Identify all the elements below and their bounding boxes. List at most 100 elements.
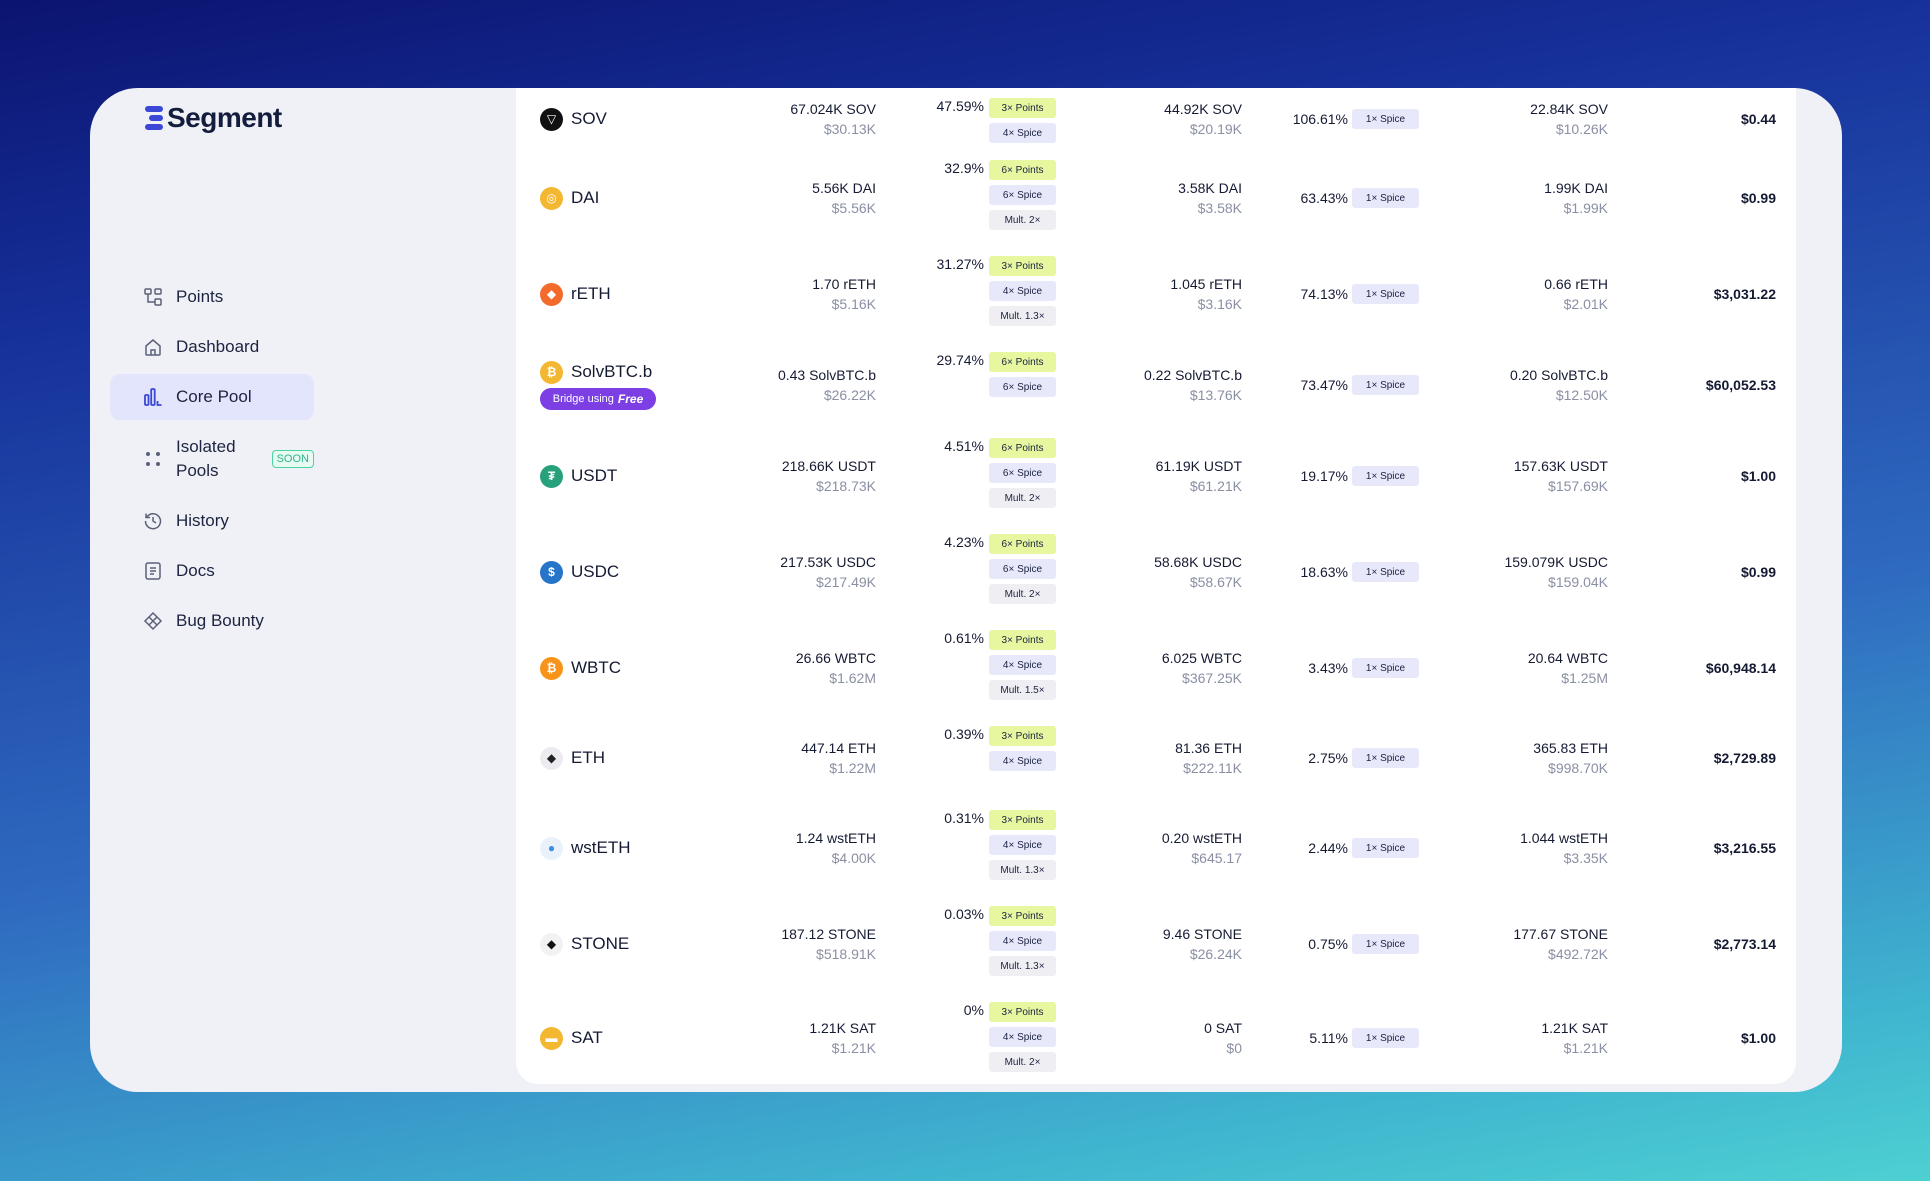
asset-name: DAI <box>571 188 600 207</box>
reward-badge: 1× Spice <box>1352 375 1419 395</box>
asset-cell[interactable]: ◆ STONE <box>540 896 720 992</box>
sidebar-item-docs[interactable]: Docs <box>110 548 314 594</box>
sidebar-item-history[interactable]: History <box>110 498 314 544</box>
sidebar-item-points[interactable]: Points <box>110 274 314 320</box>
asset-cell[interactable]: ◎ DAI <box>540 150 720 246</box>
supply-apy-cell: 0.39% 3× Points 4× Spice <box>896 726 1056 806</box>
reward-badges: 6× Points 6× Spice Mult. 2× <box>989 438 1056 508</box>
price-cell: $0.99 <box>1626 150 1776 246</box>
reward-badges: 3× Points 4× Spice Mult. 1.3× <box>989 906 1056 976</box>
available-usd: $157.69K <box>1548 478 1608 494</box>
borrow-apy: 63.43% <box>1300 190 1348 206</box>
available-liquidity-cell: 365.83 ETH $998.70K <box>1448 716 1608 800</box>
borrow-apy: 0.75% <box>1308 936 1348 952</box>
reward-badge: 1× Spice <box>1352 284 1419 304</box>
reward-badge: 6× Points <box>989 534 1056 554</box>
asset-price: $0.44 <box>1740 111 1776 127</box>
reward-badge: 6× Spice <box>989 463 1056 483</box>
sidebar-item-label: Points <box>176 287 224 306</box>
market-row[interactable]: ◎ DAI 5.56K DAI $5.56K 32.9% 6× Points 6× Spic… <box>516 150 1796 246</box>
asset-cell[interactable]: ◆ ETH <box>540 716 720 800</box>
available-amount: 20.64 WBTC <box>1527 650 1608 666</box>
bridge-label: Bridge using <box>552 392 614 405</box>
reward-badge: 6× Spice <box>989 185 1056 205</box>
total-borrow-cell: 6.025 WBTC $367.25K <box>1082 620 1242 716</box>
price-cell: $2,773.14 <box>1626 896 1776 992</box>
asset-cell[interactable]: ▬ SAT <box>540 992 720 1084</box>
reward-badge: 3× Points <box>989 1002 1056 1022</box>
borrow-apy: 2.75% <box>1308 750 1348 766</box>
grid-dots-icon <box>142 448 164 470</box>
borrow-amount: 58.68K USDC <box>1154 554 1242 570</box>
supply-apy-cell: 0.03% 3× Points 4× Spice Mult. 1.3× <box>896 906 1056 986</box>
market-row[interactable]: ● wstETH 1.24 wstETH $4.00K 0.31% 3× Points 4×… <box>516 800 1796 896</box>
sidebar-item-label: History <box>176 511 229 530</box>
reward-badges: 3× Points 4× Spice Mult. 1.3× <box>989 256 1056 326</box>
solvbtc-icon: ₿ <box>540 360 563 384</box>
market-row[interactable]: ▬ SAT 1.21K SAT $1.21K 0% 3× Points 4× Spice Mu… <box>516 992 1796 1084</box>
supply-usd: $1.21K <box>831 1040 876 1056</box>
supply-apy: 32.9% <box>944 160 984 176</box>
reward-badge: 4× Spice <box>989 751 1056 771</box>
sidebar-item-isolated-pools[interactable]: Isolated Pools SOON <box>110 424 314 494</box>
borrow-usd: $20.19K <box>1189 121 1242 137</box>
total-borrow-cell: 61.19K USDT $61.21K <box>1082 428 1242 524</box>
total-borrow-cell: 0 SAT $0 <box>1082 992 1242 1084</box>
market-row[interactable]: ◆ ETH 447.14 ETH $1.22M 0.39% 3× Points 4× Spi… <box>516 716 1796 800</box>
supply-apy: 0.03% <box>944 906 984 922</box>
market-row[interactable]: ▽ SOV 67.024K SOV $30.13K 47.59% 3× Points 4× … <box>516 88 1796 150</box>
asset-cell[interactable]: ▽ SOV <box>540 88 720 150</box>
document-icon <box>142 560 164 582</box>
borrow-apy: 74.13% <box>1300 286 1348 302</box>
sidebar-item-core-pool[interactable]: Core Pool <box>110 374 314 420</box>
supply-apy-cell: 47.59% 3× Points 4× Spice <box>896 98 1056 178</box>
market-row[interactable]: ◆ STONE 187.12 STONE $518.91K 0.03% 3× Points… <box>516 896 1796 992</box>
supply-apy: 0.39% <box>944 726 984 742</box>
total-supply-cell: 217.53K USDC $217.49K <box>716 524 876 620</box>
sidebar-item-dashboard[interactable]: Dashboard <box>110 324 314 370</box>
market-row[interactable]: ₮ USDT 218.66K USDT $218.73K 4.51% 6× Points 6… <box>516 428 1796 524</box>
borrow-usd: $58.67K <box>1189 574 1242 590</box>
asset-name: rETH <box>571 284 611 303</box>
market-row[interactable]: ₿ WBTC 26.66 WBTC $1.62M 0.61% 3× Points 4× Sp… <box>516 620 1796 716</box>
available-amount: 0.66 rETH <box>1544 276 1608 292</box>
available-amount: 22.84K SOV <box>1530 101 1608 117</box>
app-logo[interactable]: Segment <box>145 102 282 134</box>
total-supply-cell: 1.70 rETH $5.16K <box>716 246 876 342</box>
asset-cell[interactable]: ● wstETH <box>540 800 720 896</box>
supply-amount: 218.66K USDT <box>781 458 876 474</box>
supply-apy-cell: 32.9% 6× Points 6× Spice Mult. 2× <box>896 160 1056 240</box>
sidebar-item-bug-bounty[interactable]: Bug Bounty <box>110 598 314 644</box>
usdc-icon: $ <box>540 560 563 584</box>
available-liquidity-cell: 0.20 SolvBTC.b $12.50K <box>1448 342 1608 428</box>
borrow-amount: 44.92K SOV <box>1164 101 1242 117</box>
asset-cell[interactable]: ₿ WBTC <box>540 620 720 716</box>
borrow-amount: 0.20 wstETH <box>1161 830 1242 846</box>
supply-apy: 4.23% <box>944 534 984 550</box>
supply-apy: 31.27% <box>936 256 984 272</box>
reward-badge: 3× Points <box>989 906 1056 926</box>
market-row[interactable]: $ USDC 217.53K USDC $217.49K 4.23% 6× Points 6… <box>516 524 1796 620</box>
supply-usd: $26.22K <box>823 387 876 403</box>
asset-cell[interactable]: ◆ rETH <box>540 246 720 342</box>
reward-badge: 4× Spice <box>989 835 1056 855</box>
eth-icon: ◆ <box>540 746 563 770</box>
supply-amount: 217.53K USDC <box>780 554 876 570</box>
price-cell: $0.99 <box>1626 524 1776 620</box>
reward-badge: 6× Points <box>989 160 1056 180</box>
price-cell: $2,729.89 <box>1626 716 1776 800</box>
asset-cell[interactable]: ₿ SolvBTC.b Bridge using Free <box>540 342 720 428</box>
market-row[interactable]: ₿ SolvBTC.b Bridge using Free 0.43 SolvBTC.b… <box>516 342 1796 428</box>
reward-badge: 1× Spice <box>1352 658 1419 678</box>
market-row[interactable]: ◆ rETH 1.70 rETH $5.16K 31.27% 3× Points 4× Sp… <box>516 246 1796 342</box>
asset-price: $1.00 <box>1740 468 1776 484</box>
price-cell: $3,031.22 <box>1626 246 1776 342</box>
asset-cell[interactable]: ₮ USDT <box>540 428 720 524</box>
supply-usd: $1.62M <box>829 670 876 686</box>
asset-cell[interactable]: $ USDC <box>540 524 720 620</box>
asset-name: ETH <box>571 748 605 767</box>
points-icon <box>142 286 164 308</box>
asset-name: USDT <box>571 466 618 485</box>
bridge-button[interactable]: Bridge using Free <box>540 387 656 410</box>
reward-badges: 3× Points 4× Spice Mult. 1.3× <box>989 810 1056 880</box>
